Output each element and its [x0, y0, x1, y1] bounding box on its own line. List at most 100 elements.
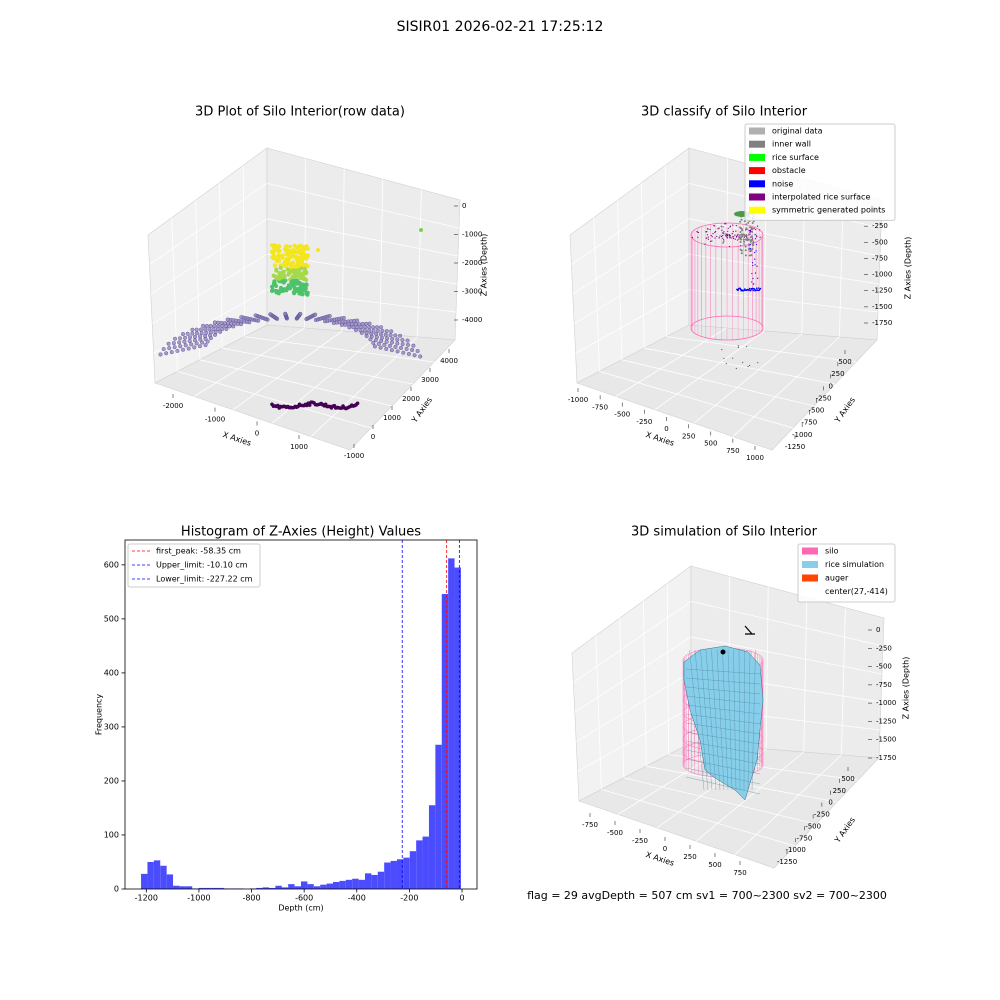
- surface-point: [725, 234, 727, 236]
- z-tick-label: -1750: [876, 754, 896, 762]
- noise-point: [751, 262, 754, 264]
- pane-grid: [595, 635, 602, 790]
- wall-point: [750, 249, 753, 252]
- point-cloud: [167, 346, 172, 351]
- point-cloud: [218, 329, 223, 334]
- z-tick-label: -1750: [872, 319, 892, 327]
- surface-point: [720, 225, 722, 227]
- y-tick-label: 400: [104, 668, 119, 677]
- y-tick-label: -250: [816, 394, 832, 402]
- histogram-bar: [441, 594, 449, 889]
- x-tick-label: 1000: [290, 443, 308, 451]
- point-cloud: [297, 291, 302, 296]
- point-cloud: [204, 323, 209, 328]
- surface-point: [707, 228, 709, 230]
- histogram-bar: [269, 887, 276, 889]
- z-tick-label: -1000: [462, 231, 482, 239]
- point-cloud: [364, 321, 369, 326]
- point-cloud: [372, 344, 377, 349]
- y-tick-label: 0: [114, 885, 119, 894]
- histogram-bar: [384, 862, 391, 889]
- point-cloud: [225, 321, 230, 326]
- point-cloud: [169, 350, 174, 355]
- wall-point: [739, 248, 742, 251]
- pane-grid: [803, 597, 808, 753]
- point-cloud: [253, 313, 258, 318]
- histogram-bar: [211, 887, 218, 889]
- pane-grid: [615, 327, 727, 397]
- point-cloud: [192, 345, 197, 350]
- surface-point: [725, 223, 727, 225]
- wall-point: [745, 227, 748, 230]
- x-tick-label: 500: [704, 440, 717, 448]
- y-tick-label: 0: [828, 799, 832, 807]
- point-cloud: [380, 328, 385, 333]
- wall-point: [750, 254, 753, 257]
- point-cloud: [205, 339, 210, 344]
- y-tick-label: 0: [371, 433, 375, 441]
- wall-point: [740, 233, 743, 236]
- wall-point: [749, 236, 752, 239]
- point-cloud: [287, 244, 292, 249]
- z-tick-label: -4000: [462, 316, 482, 324]
- point-cloud: [178, 344, 183, 349]
- surface-point: [711, 236, 713, 238]
- legend-label: interpolated rice surface: [772, 193, 870, 202]
- surface-mesh: [751, 649, 756, 791]
- subplot-title: Histogram of Z-Axies (Height) Values: [181, 525, 421, 540]
- x-tick-label: 0: [664, 425, 668, 433]
- point-cloud: [295, 273, 300, 278]
- point-cloud: [186, 346, 191, 351]
- center-marker: [720, 649, 726, 655]
- point-cloud: [289, 280, 294, 285]
- y-tick-label: 4000: [440, 357, 458, 365]
- point-cloud: [384, 346, 389, 351]
- surface-point: [733, 237, 735, 240]
- point-cloud: [279, 287, 284, 292]
- point-cloud: [355, 401, 360, 406]
- point-cloud: [388, 333, 393, 338]
- pane-grid: [695, 751, 805, 842]
- point-cloud: [385, 336, 390, 341]
- noise-point: [755, 250, 757, 252]
- histogram-bar: [320, 884, 327, 889]
- pane-grid: [575, 289, 690, 354]
- y-tick-label: 300: [104, 722, 119, 731]
- pane-grid: [379, 179, 384, 335]
- point-cloud: [389, 348, 394, 353]
- surface-point: [722, 226, 724, 228]
- z-tick-label: 0: [462, 202, 466, 210]
- histogram-bar: [409, 851, 417, 889]
- point-cloud: [375, 325, 380, 330]
- x-tick-label: -250: [632, 837, 648, 845]
- noise-point: [743, 289, 745, 292]
- histogram-bar: [288, 884, 295, 889]
- noise-point: [732, 357, 734, 359]
- x-tick-label: -800: [242, 894, 260, 903]
- point-cloud: [292, 285, 297, 290]
- point-cloud: [190, 327, 195, 332]
- point-cloud: [193, 334, 198, 339]
- surface-point: [691, 237, 694, 239]
- surface-point: [743, 243, 745, 245]
- surface-point: [717, 228, 719, 230]
- histogram-bar: [364, 873, 372, 889]
- pane-grid: [577, 707, 692, 772]
- x-tick-label: -200: [400, 894, 418, 903]
- surface-point: [735, 236, 738, 238]
- surface-point: [726, 237, 728, 239]
- z-tick-label: -1250: [876, 717, 896, 725]
- subplot-title: 3D Plot of Silo Interior(row data): [195, 105, 405, 120]
- point-cloud: [299, 258, 304, 263]
- point-cloud: [194, 327, 199, 332]
- noise-point: [747, 366, 749, 368]
- histogram-bar: [205, 887, 212, 889]
- histogram-bar: [217, 887, 225, 889]
- surface-mesh: [685, 740, 761, 755]
- y-tick-label: 0: [828, 382, 832, 390]
- point-cloud: [379, 338, 384, 343]
- point-cloud: [292, 243, 297, 248]
- pane-grid: [149, 183, 268, 265]
- pane-grid: [244, 336, 435, 363]
- wall-point: [744, 249, 747, 252]
